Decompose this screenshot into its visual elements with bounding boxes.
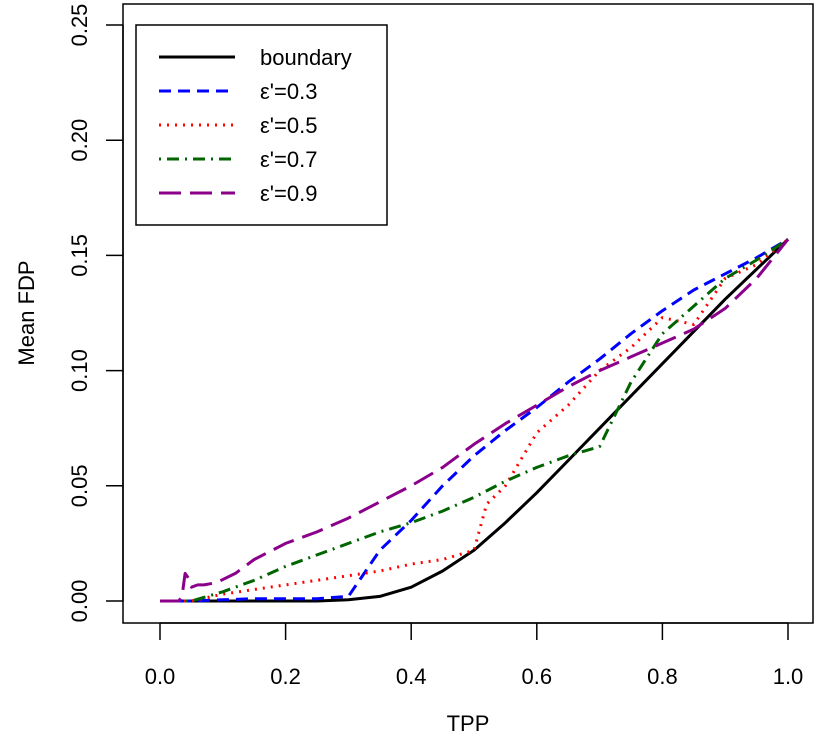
legend-label-1: ε'=0.3 xyxy=(260,79,317,104)
x-tick-label: 0.0 xyxy=(145,664,176,689)
legend-label-3: ε'=0.7 xyxy=(260,147,317,172)
x-axis: 0.0 0.2 0.4 0.6 0.8 1.0 xyxy=(145,622,804,689)
series-line-1 xyxy=(160,238,789,603)
legend: boundary ε'=0.3 ε'=0.5 ε'=0.7 ε'=0.9 xyxy=(135,24,388,226)
series-line-0 xyxy=(160,238,790,603)
y-tick-label: 0.10 xyxy=(67,349,92,392)
series-line-2 xyxy=(160,238,789,603)
x-tick-label: 0.8 xyxy=(647,664,678,689)
series-line-3 xyxy=(160,238,789,603)
y-axis: 0.00 0.05 0.10 0.15 0.20 0.25 xyxy=(67,4,124,623)
legend-label-2: ε'=0.5 xyxy=(260,113,317,138)
y-tick-label: 0.20 xyxy=(67,119,92,162)
y-tick-label: 0.00 xyxy=(67,580,92,623)
series-line-4 xyxy=(160,238,790,603)
legend-label-0: boundary xyxy=(260,45,352,70)
y-axis-title: Mean FDP xyxy=(14,260,39,365)
x-axis-title: TPP xyxy=(447,711,490,736)
y-tick-label: 0.25 xyxy=(67,4,92,47)
series-layer xyxy=(160,238,790,603)
x-tick-label: 0.2 xyxy=(270,664,301,689)
x-tick-label: 1.0 xyxy=(773,664,804,689)
y-tick-label: 0.05 xyxy=(67,464,92,507)
x-tick-label: 0.4 xyxy=(396,664,427,689)
legend-label-4: ε'=0.9 xyxy=(260,181,317,206)
y-tick-label: 0.15 xyxy=(67,234,92,277)
x-tick-label: 0.6 xyxy=(522,664,553,689)
